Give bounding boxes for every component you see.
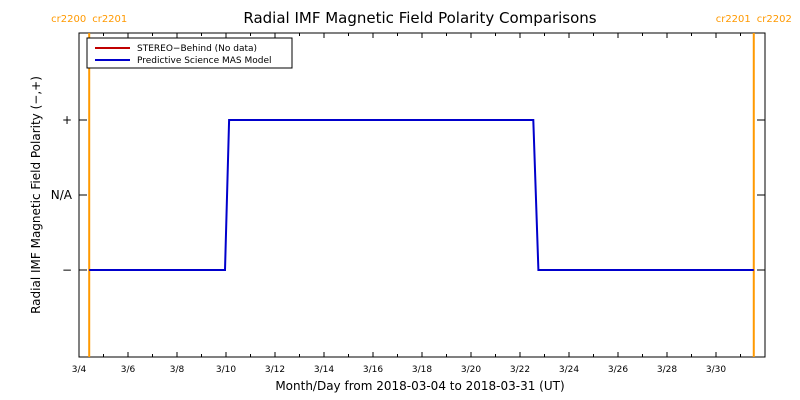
legend-label-mas: Predictive Science MAS Model bbox=[137, 56, 272, 66]
y-tick-label: − bbox=[62, 263, 72, 277]
legend: STEREO−Behind (No data) Predictive Scien… bbox=[86, 37, 293, 69]
x-tick-label: 3/26 bbox=[608, 365, 628, 375]
y-axis-label: Radial IMF Magnetic Field Polarity (−,+) bbox=[29, 76, 43, 314]
x-tick-label: 3/22 bbox=[510, 365, 530, 375]
x-tick-label: 3/30 bbox=[706, 365, 726, 375]
y-axis: − N/A + bbox=[51, 113, 765, 277]
x-tick-label: 3/24 bbox=[559, 365, 579, 375]
x-tick-label: 3/4 bbox=[72, 365, 87, 375]
x-tick-label: 3/6 bbox=[121, 365, 136, 375]
y-tick-label: N/A bbox=[51, 188, 73, 202]
chart-title: Radial IMF Magnetic Field Polarity Compa… bbox=[243, 9, 596, 27]
legend-box bbox=[86, 37, 293, 69]
x-tick-label: 3/12 bbox=[265, 365, 285, 375]
carrington-label-right: cr2202 bbox=[757, 14, 792, 25]
x-tick-label: 3/14 bbox=[314, 365, 334, 375]
carrington-label-right: cr2201 bbox=[92, 14, 127, 25]
legend-label-stereo: STEREO−Behind (No data) bbox=[137, 44, 257, 54]
x-axis: 3/4 3/6 3/8 3/10 3/12 3/14 3/16 3/18 3/20 3/22 3/2… bbox=[72, 33, 741, 375]
carrington-label-left: cr2200 bbox=[51, 14, 86, 25]
carrington-label-left: cr2201 bbox=[716, 14, 751, 25]
x-tick-label: 3/8 bbox=[170, 365, 185, 375]
x-tick-label: 3/18 bbox=[412, 365, 432, 375]
series-layer bbox=[89, 119, 754, 271]
x-tick-label: 3/10 bbox=[216, 365, 236, 375]
series-line-mas-model bbox=[89, 119, 754, 271]
x-tick-label: 3/28 bbox=[657, 365, 677, 375]
x-axis-label: Month/Day from 2018-03-04 to 2018-03-31 … bbox=[275, 379, 564, 393]
x-tick-label: 3/20 bbox=[461, 365, 481, 375]
carrington-markers: cr2200 cr2201 cr2201 cr2202 bbox=[51, 14, 792, 357]
x-tick-label: 3/16 bbox=[363, 365, 383, 375]
y-tick-label: + bbox=[62, 113, 72, 127]
